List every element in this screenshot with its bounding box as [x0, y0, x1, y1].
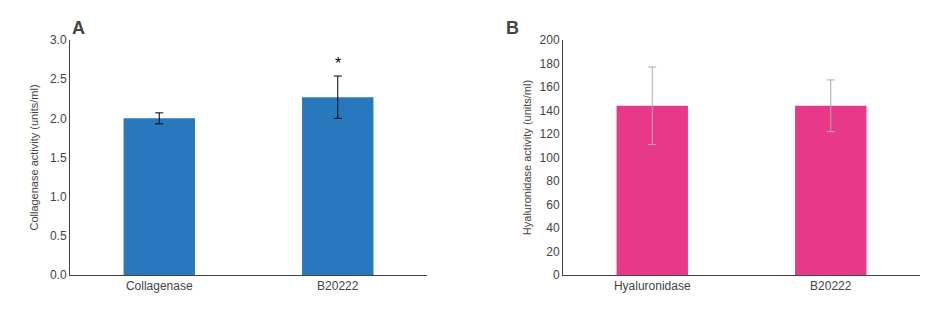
svg-text:B20222: B20222: [810, 279, 852, 293]
svg-text:20: 20: [546, 245, 560, 259]
svg-text:A: A: [72, 18, 85, 38]
svg-text:60: 60: [546, 198, 560, 212]
svg-text:100: 100: [540, 151, 560, 165]
svg-text:2.5: 2.5: [50, 72, 67, 86]
svg-text:1.5: 1.5: [50, 151, 67, 165]
svg-text:120: 120: [540, 127, 560, 141]
svg-text:0.5: 0.5: [50, 229, 67, 243]
svg-text:140: 140: [540, 104, 560, 118]
svg-text:180: 180: [540, 57, 560, 71]
svg-text:Collagenase activity (units/ml: Collagenase activity (units/ml): [28, 84, 40, 230]
svg-text:Hyaluronidase: Hyaluronidase: [614, 279, 691, 293]
svg-text:0.0: 0.0: [50, 268, 67, 282]
svg-text:0: 0: [553, 268, 560, 282]
svg-text:B: B: [506, 18, 519, 38]
svg-text:Hyaluronidase activity (units/: Hyaluronidase activity (units/ml): [521, 80, 533, 235]
svg-text:1.0: 1.0: [50, 190, 67, 204]
svg-text:3.0: 3.0: [50, 33, 67, 47]
svg-text:40: 40: [546, 221, 560, 235]
svg-text:Collagenase: Collagenase: [126, 279, 193, 293]
svg-text:160: 160: [540, 80, 560, 94]
svg-text:200: 200: [540, 33, 560, 47]
svg-text:2.0: 2.0: [50, 112, 67, 126]
svg-text:B20222: B20222: [317, 279, 359, 293]
svg-text:80: 80: [546, 174, 560, 188]
svg-text:*: *: [335, 55, 341, 72]
